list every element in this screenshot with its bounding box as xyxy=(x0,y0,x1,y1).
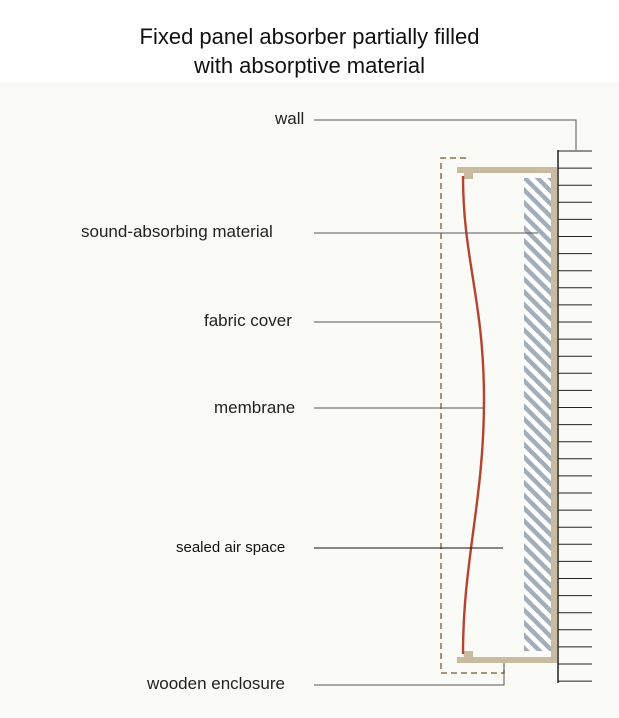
title-line-2: with absorptive material xyxy=(193,53,426,78)
label-membrane: membrane xyxy=(214,398,296,417)
label-wall: wall xyxy=(275,109,305,128)
sound-absorbing-material xyxy=(524,178,551,651)
wooden-enclosure xyxy=(457,167,557,663)
diagram-title: Fixed panel absorber partially filled wi… xyxy=(0,22,619,80)
diagram-background xyxy=(0,82,619,718)
wall-hatching xyxy=(558,150,592,682)
leader-wooden-enclosure xyxy=(314,663,505,686)
wall xyxy=(557,150,592,683)
leader-lines xyxy=(314,119,577,686)
label-sealed-air-space: sealed air space xyxy=(176,539,286,556)
fabric-cover xyxy=(440,157,505,674)
leader-wall xyxy=(314,119,577,150)
label-wooden-enclosure: wooden enclosure xyxy=(147,674,285,693)
title-line-1: Fixed panel absorber partially filled xyxy=(139,24,480,49)
membrane-curve xyxy=(461,175,486,655)
label-fabric-cover: fabric cover xyxy=(204,311,292,330)
label-sound-absorbing-material: sound-absorbing material xyxy=(81,222,273,241)
